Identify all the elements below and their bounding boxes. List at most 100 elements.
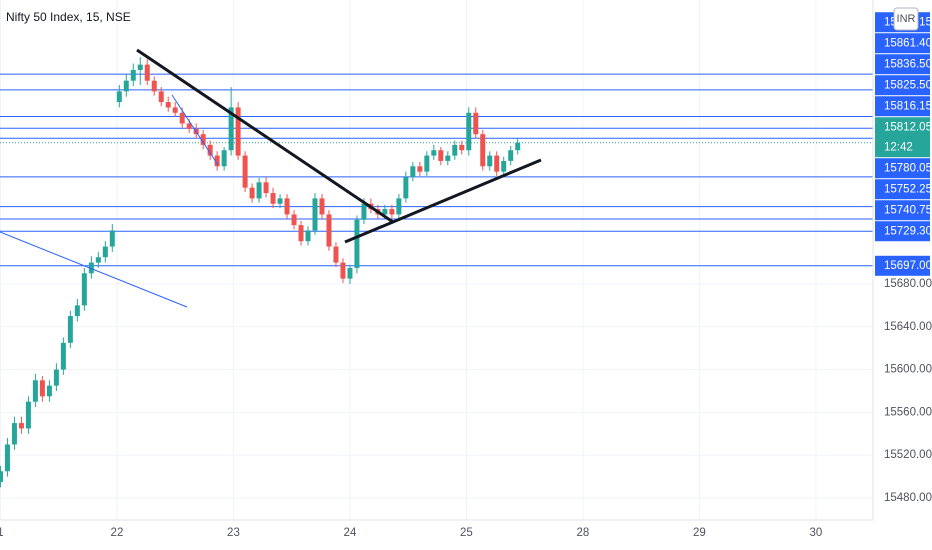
candle-body [158,91,164,103]
candle-body [165,102,171,108]
candle-body [508,150,514,161]
candle-body [256,182,262,199]
candle-body [60,342,66,370]
candle-body [11,423,17,445]
candle-body [284,198,290,215]
candle-body [109,230,115,247]
level-label: 15697.00 [884,260,932,272]
x-tick-label: 1 [0,527,4,539]
candle-body [312,198,318,231]
candle-body [46,385,52,397]
candle-body [473,112,479,135]
x-tick-label: 30 [810,527,823,539]
candle-body [221,150,227,167]
trend-line-blue [171,94,219,166]
candle-body [200,134,206,145]
candle-body [515,142,521,151]
y-tick-label: 15640.00 [884,321,932,333]
currency: INR [897,13,916,25]
level-box [875,255,930,276]
candle-body [235,107,241,156]
currency-badge[interactable] [893,7,919,31]
candle-body [480,134,486,167]
candle-body [501,160,507,172]
chart-title: Nifty 50 Index, 15, NSE [6,10,131,24]
candle-body [333,246,339,263]
candle-body [326,214,332,247]
trend-line [344,158,542,244]
candle-body [340,262,346,279]
candle-body [207,144,213,156]
candle-body [242,155,248,188]
level-label: 15861.40 [884,37,932,49]
candle-body [0,471,3,482]
candle-body [186,123,192,129]
candle-body [424,155,430,172]
candle-body [431,150,437,156]
candle-body [32,380,38,402]
candle-body [347,267,353,279]
level-label: 15780.05 [884,162,932,174]
candle-body [403,176,409,199]
candle-body [466,112,472,151]
candle-body [53,369,59,386]
candle-body [18,423,24,429]
candle-body [214,155,220,167]
candle-body [389,209,395,215]
candle-body [452,144,458,156]
level-label: 15740.75 [884,204,932,216]
candle-body [228,107,234,151]
x-tick-label: 24 [344,527,357,539]
candle-body [319,198,325,215]
candle-body [116,91,122,103]
candle-body [445,155,451,161]
candle-body [144,64,150,81]
countdown: 12:42 [884,141,913,153]
y-tick-label: 15600.00 [884,364,932,376]
candle-body [179,112,185,124]
candle-body [102,246,108,258]
candle-body [354,219,360,268]
y-tick-label: 15560.00 [884,406,932,418]
candle-body [494,155,500,172]
candle-body [487,155,493,167]
level-label: 15816.15 [884,100,932,112]
candles [0,57,521,488]
level-box [875,200,930,221]
level-box [875,179,930,200]
candle-body [298,225,304,242]
candle-body [39,380,45,397]
candle-body [382,209,388,215]
level-label: 15836.50 [884,58,932,70]
candle-body [305,230,311,242]
candle-body [438,150,444,161]
level-box [875,33,930,54]
x-tick-label: 22 [111,527,124,539]
candle-body [263,182,269,194]
candle-body [4,444,10,472]
last-price-box [875,117,930,158]
level-box [875,158,930,179]
candle-body [172,107,178,113]
last-price-label: 15812.05 [884,121,932,133]
candle-body [151,80,157,92]
level-box [875,221,930,242]
x-tick-label: 28 [577,527,590,539]
candle-body [249,187,255,199]
candle-body [270,193,276,204]
trend-line-blue [0,231,188,308]
level-label: 15825.50 [884,79,932,91]
axis: 1 22 23 24 25 28 29 30 15480.00 15520.00 15560.00 1… [0,12,932,539]
level-label: 15752.25 [884,183,932,195]
candle-body [137,64,143,70]
candle-body [95,257,101,263]
candle-body [130,69,136,81]
candle-body [81,273,87,306]
x-tick-label: 23 [227,527,240,539]
y-tick-label: 15680.00 [884,278,932,290]
y-tick-label: 15480.00 [884,492,932,504]
y-tick-label: 15520.00 [884,449,932,461]
x-tick-label: 29 [693,527,706,539]
candle-body [88,262,94,274]
